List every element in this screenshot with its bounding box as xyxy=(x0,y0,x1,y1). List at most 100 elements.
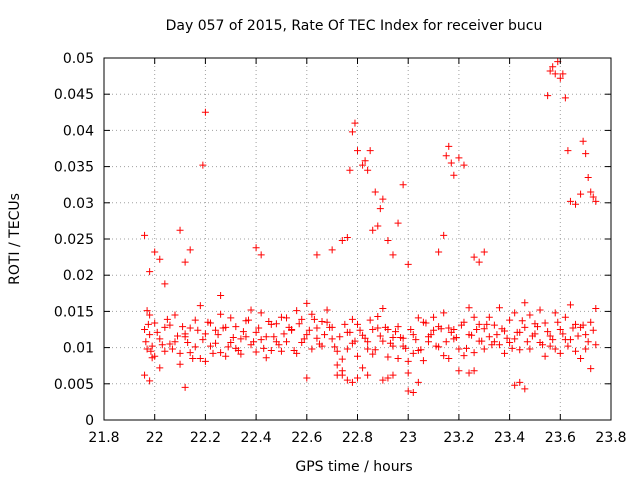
data-point xyxy=(217,310,225,318)
data-point xyxy=(361,334,369,342)
data-point xyxy=(485,313,493,321)
data-point xyxy=(521,385,529,393)
data-point xyxy=(280,330,288,338)
data-point xyxy=(447,159,455,167)
data-point xyxy=(171,311,179,319)
data-point xyxy=(544,328,552,336)
data-point xyxy=(323,306,331,314)
data-point xyxy=(587,365,595,373)
data-point xyxy=(470,349,478,357)
data-point xyxy=(174,332,182,340)
data-point xyxy=(163,315,171,323)
data-point xyxy=(587,188,595,196)
data-point xyxy=(457,321,465,329)
data-point xyxy=(333,347,341,355)
x-tick-label: 23.6 xyxy=(545,430,576,446)
data-point xyxy=(267,346,275,354)
data-point xyxy=(318,318,326,326)
data-point xyxy=(346,166,354,174)
data-point xyxy=(422,319,430,327)
data-point xyxy=(293,307,301,315)
data-point xyxy=(184,339,192,347)
data-point xyxy=(196,302,204,310)
data-point xyxy=(480,248,488,256)
data-point xyxy=(217,291,225,299)
data-point xyxy=(389,333,397,341)
data-point xyxy=(214,331,222,339)
data-point xyxy=(470,367,478,375)
data-point xyxy=(394,219,402,227)
data-point xyxy=(384,236,392,244)
data-point xyxy=(528,332,536,340)
data-point xyxy=(156,255,164,263)
data-point xyxy=(569,324,577,332)
data-point xyxy=(589,326,597,334)
data-point xyxy=(414,378,422,386)
data-point xyxy=(364,371,372,379)
data-point xyxy=(189,354,197,362)
data-point xyxy=(399,181,407,189)
data-point xyxy=(209,349,217,357)
data-point xyxy=(237,350,245,358)
data-point xyxy=(343,376,351,384)
data-point xyxy=(354,147,361,155)
data-point xyxy=(473,326,481,333)
data-point xyxy=(511,381,519,389)
data-point xyxy=(506,339,514,347)
data-point xyxy=(376,332,384,340)
data-point xyxy=(181,383,189,391)
data-point xyxy=(341,320,349,328)
data-point xyxy=(298,339,306,347)
data-point xyxy=(549,336,557,344)
data-point xyxy=(460,161,468,169)
data-point xyxy=(511,309,519,317)
data-point xyxy=(523,338,531,346)
data-point xyxy=(485,333,493,341)
data-point xyxy=(440,231,448,239)
data-point xyxy=(470,313,478,321)
data-point xyxy=(561,94,569,102)
data-point xyxy=(442,152,450,160)
data-point xyxy=(338,367,346,375)
data-points xyxy=(141,58,600,396)
data-point xyxy=(452,333,460,341)
data-point xyxy=(437,325,445,333)
data-point xyxy=(445,142,453,150)
data-point xyxy=(161,323,169,331)
data-point xyxy=(141,371,149,379)
data-point xyxy=(277,313,285,321)
data-point xyxy=(186,246,194,254)
data-point xyxy=(199,336,207,344)
data-point xyxy=(587,318,595,326)
data-point xyxy=(582,345,590,353)
data-point xyxy=(298,315,306,323)
data-point xyxy=(498,325,506,333)
data-point xyxy=(445,324,453,332)
data-point xyxy=(270,333,278,341)
data-point xyxy=(166,321,174,329)
data-point xyxy=(539,341,547,349)
data-point xyxy=(589,193,597,201)
data-point xyxy=(222,352,230,360)
data-point xyxy=(554,318,562,326)
data-point xyxy=(465,304,473,312)
data-point xyxy=(224,343,232,351)
data-point xyxy=(442,338,450,346)
data-point xyxy=(156,364,164,372)
data-point xyxy=(521,299,529,307)
data-point xyxy=(536,306,544,314)
data-point xyxy=(354,374,361,382)
data-point xyxy=(229,333,237,341)
data-point xyxy=(430,326,438,334)
data-point xyxy=(414,314,422,322)
data-point xyxy=(394,323,402,331)
data-point xyxy=(592,305,600,313)
data-point xyxy=(541,319,549,327)
data-point xyxy=(566,301,574,309)
y-tick-label: 0.015 xyxy=(54,304,94,320)
y-tick-label: 0.04 xyxy=(63,123,94,139)
y-tick-label: 0.02 xyxy=(63,268,94,284)
data-point xyxy=(407,326,415,333)
data-point xyxy=(379,195,387,203)
data-point xyxy=(435,248,443,256)
